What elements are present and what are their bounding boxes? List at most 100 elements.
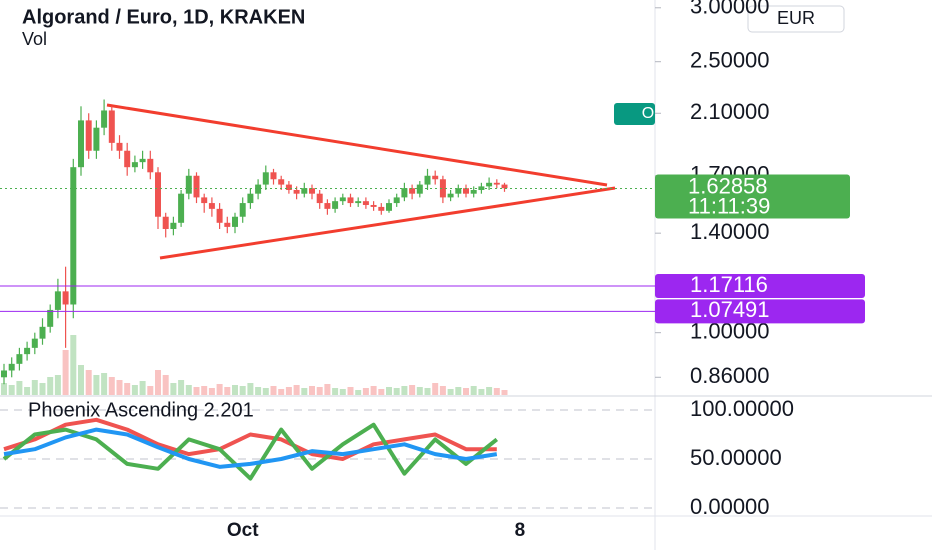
y-tick-label: 1.40000 xyxy=(690,219,770,244)
marks xyxy=(0,7,661,509)
indicator-tick-label: 0.00000 xyxy=(690,494,770,519)
volume-bar xyxy=(309,386,315,395)
volume-bar xyxy=(301,388,308,395)
volume-bar xyxy=(155,370,161,395)
candle-body xyxy=(185,175,192,194)
candle-body xyxy=(332,201,339,209)
volume-bar xyxy=(370,386,377,395)
volume-bar xyxy=(170,383,177,395)
volume-bar xyxy=(262,388,269,395)
side-button[interactable] xyxy=(614,103,655,125)
candle-body xyxy=(362,201,369,205)
candle-body xyxy=(31,338,38,348)
indicator-line xyxy=(3,427,498,469)
candle-body xyxy=(70,167,77,305)
volume-bar xyxy=(362,388,369,395)
candle-body xyxy=(455,188,462,194)
volume-bar xyxy=(78,365,84,395)
candle-body xyxy=(139,158,146,163)
volume-bar xyxy=(70,335,77,395)
x-tick-label: 8 xyxy=(515,520,526,541)
candle-body xyxy=(24,347,31,355)
candle-body xyxy=(224,222,231,227)
volume-bar xyxy=(255,387,262,395)
candle-body xyxy=(170,222,177,229)
volume-bar xyxy=(85,370,92,395)
volume-bar xyxy=(31,380,38,395)
volume-bar xyxy=(316,387,323,395)
volume-bar xyxy=(278,389,285,395)
candle-body xyxy=(424,175,431,185)
x-tick-label: Oct xyxy=(227,520,259,541)
candle-body xyxy=(216,208,223,223)
candle-body xyxy=(193,175,200,198)
candle-body xyxy=(131,162,138,168)
candle-body xyxy=(101,110,108,128)
candle-body xyxy=(378,206,385,211)
candle-body xyxy=(409,188,416,194)
volume-bar xyxy=(324,384,331,395)
candle-body xyxy=(232,216,238,227)
candle-body xyxy=(16,354,23,364)
volume-bar xyxy=(501,390,508,395)
candle-body xyxy=(285,184,292,191)
volume-bar xyxy=(185,385,192,395)
candle-body xyxy=(370,204,377,207)
volume-bar xyxy=(147,386,154,395)
volume-bar xyxy=(47,377,54,395)
volume-bar xyxy=(139,381,146,395)
candle-body xyxy=(124,150,131,168)
volume-bar xyxy=(1,383,7,395)
candle-body xyxy=(47,309,54,327)
candle-body xyxy=(85,120,92,151)
candle-body xyxy=(178,193,185,223)
volume-bar xyxy=(247,383,254,395)
candle-body xyxy=(270,172,277,180)
countdown-label: 11:11:39 xyxy=(688,193,770,218)
volume-bar xyxy=(486,387,493,395)
currency-button[interactable] xyxy=(747,5,845,33)
volume-bar xyxy=(463,388,469,395)
volume-bar xyxy=(447,389,454,395)
volume-bar xyxy=(378,389,385,395)
candle-body xyxy=(339,197,346,202)
indicator-tick-label: 50.00000 xyxy=(690,445,782,470)
candle-body xyxy=(401,188,408,198)
volume-bar xyxy=(39,383,46,395)
volume-bar xyxy=(208,388,215,395)
volume-bar xyxy=(478,389,485,395)
candle-body xyxy=(463,188,469,194)
candle-body xyxy=(439,179,446,198)
level-label: 1.07491 xyxy=(690,297,770,322)
volume-bar xyxy=(455,387,462,395)
y-tick-label: 3.00000 xyxy=(690,0,770,19)
candle-body xyxy=(54,291,61,310)
candle-body xyxy=(447,193,454,198)
indicator-tick-label: 100.00000 xyxy=(690,396,794,421)
volume-bar xyxy=(270,386,277,395)
candle-body xyxy=(386,203,392,211)
candle-body xyxy=(116,142,123,151)
indicator-title: Phoenix Ascending 2.201 xyxy=(28,399,254,421)
currency-button-label[interactable]: EUR xyxy=(777,8,815,28)
candle-body xyxy=(486,182,493,187)
candle-body xyxy=(355,201,362,204)
chart-title: Algorand / Euro, 1D, KRAKEN xyxy=(22,6,305,28)
volume-bar xyxy=(239,386,246,395)
candle-body xyxy=(347,197,354,204)
volume-bar xyxy=(162,375,169,395)
candle-body xyxy=(208,203,215,209)
volume-bar xyxy=(201,386,208,395)
side-button-label[interactable]: O xyxy=(642,105,654,122)
volume-bar xyxy=(332,388,339,395)
volume-bar xyxy=(62,350,69,395)
candle-body xyxy=(493,182,500,185)
indicator-line xyxy=(2,422,499,481)
candle-body xyxy=(247,193,254,204)
candle-body xyxy=(162,216,169,229)
volume-bar xyxy=(470,386,477,395)
volume-bar xyxy=(93,375,100,395)
candle-body xyxy=(432,175,439,180)
trendline xyxy=(159,186,616,260)
candle-body xyxy=(416,184,423,194)
